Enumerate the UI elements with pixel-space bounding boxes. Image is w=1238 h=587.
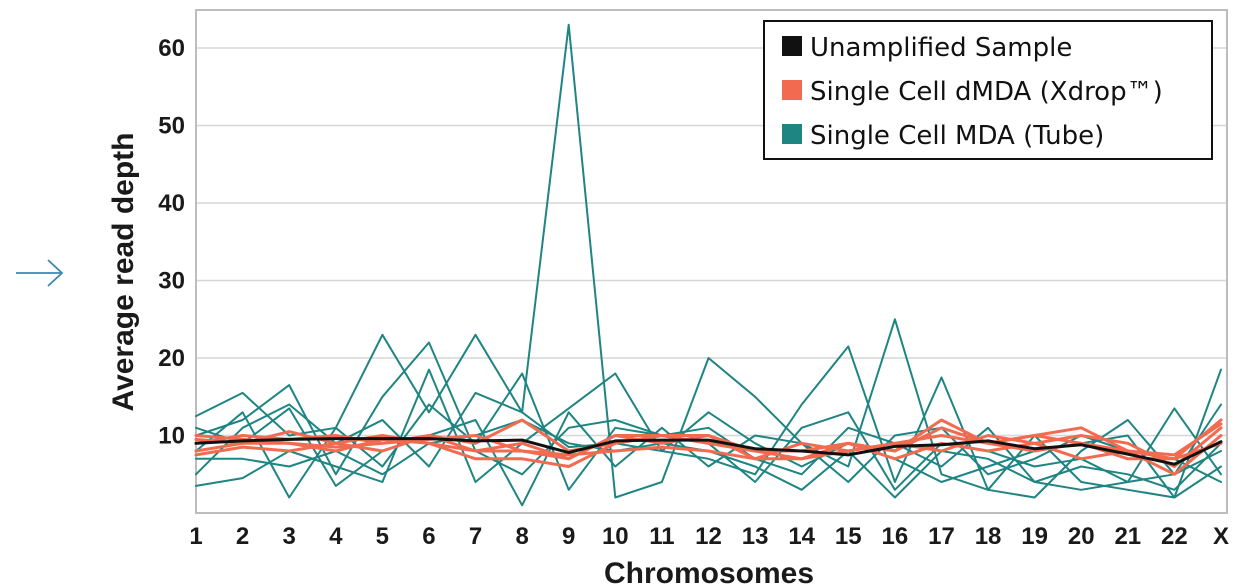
y-tick-30: 30 [158,268,185,295]
arrow-right-icon [16,259,64,287]
x-tick-21: 21 [1114,523,1141,550]
x-tick-18: 18 [975,523,1002,550]
gridlines [196,47,1227,437]
x-tick-11: 11 [649,523,674,550]
x-tick-X: X [1213,523,1229,550]
x-axis-ticks: 1 2 3 4 5 6 7 8 9 10 11 12 13 14 15 16 17 18 19 20 21 22 X [189,523,1229,550]
y-tick-10: 10 [158,423,185,450]
x-tick-10: 10 [602,523,629,550]
y-tick-50: 50 [158,113,185,140]
x-tick-22: 22 [1161,523,1188,550]
legend-label-dmda: Single Cell dMDA (Xdrop™) [810,77,1163,107]
series-line-mda-5 [195,407,1222,507]
x-tick-9: 9 [562,523,575,550]
legend-label-mda: Single Cell MDA (Tube) [810,121,1104,151]
x-tick-14: 14 [788,523,815,550]
series-line-unamplified-12 [194,437,1223,466]
plot-frame [195,9,1228,514]
y-axis-ticks: 10 20 30 40 50 60 [158,35,185,450]
x-tick-2: 2 [236,523,249,550]
x-tick-16: 16 [882,523,909,550]
y-axis-title: Average read depth [107,133,140,412]
legend: Unamplified Sample Single Cell dMDA (Xdr… [763,20,1213,160]
x-axis-title: Chromosomes [604,557,814,587]
x-tick-13: 13 [742,523,769,550]
legend-swatch-mda [782,124,802,144]
x-tick-1: 1 [189,523,202,550]
y-tick-60: 60 [158,35,185,62]
x-tick-15: 15 [835,523,862,550]
x-tick-3: 3 [283,523,296,550]
x-tick-17: 17 [928,523,955,550]
x-tick-4: 4 [329,523,343,550]
x-tick-6: 6 [422,523,435,550]
series-line-dmda-11 [194,422,1223,461]
legend-box [763,20,1213,160]
x-tick-8: 8 [515,523,528,550]
series-line-mda-1 [195,345,1222,499]
x-tick-5: 5 [376,523,389,550]
series-line-mda-4 [195,372,1222,499]
legend-swatch-unamplified [782,36,802,56]
x-tick-20: 20 [1068,523,1095,550]
x-tick-12: 12 [695,523,722,550]
y-tick-40: 40 [158,190,185,217]
legend-swatch-dmda [782,80,802,100]
legend-label-unamplified: Unamplified Sample [810,33,1072,63]
series-layer [194,23,1223,507]
x-tick-19: 19 [1021,523,1048,550]
y-tick-20: 20 [158,345,185,372]
x-tick-7: 7 [469,523,482,550]
